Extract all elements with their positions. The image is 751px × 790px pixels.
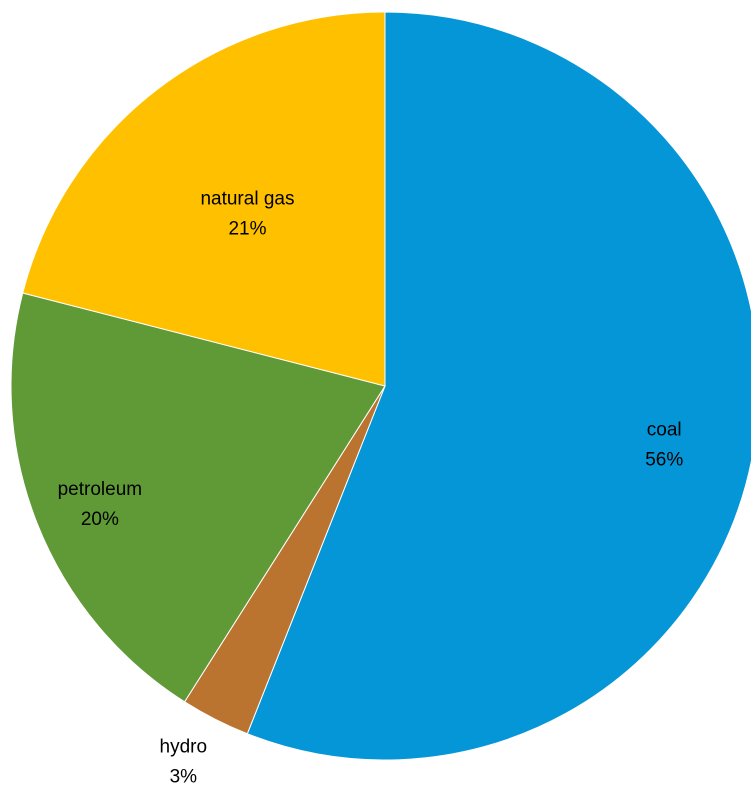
pie-slice-coal: [246, 11, 751, 761]
pie-label-hydro: hydro 3%: [160, 737, 208, 788]
pie-label-value: 20%: [81, 509, 119, 530]
pie-label-category: petroleum: [58, 479, 143, 500]
pie-label-category: hydro: [160, 737, 208, 758]
pie-label-value: 3%: [170, 767, 198, 788]
pie-label-petroleum: petroleum 20%: [58, 479, 143, 530]
pie-label-natural-gas: natural gas 21%: [200, 189, 294, 240]
pie-label-coal: coal 56%: [645, 419, 683, 470]
pie-label-category: coal: [647, 419, 682, 440]
pie-label-value: 21%: [228, 219, 266, 240]
pie-label-value: 56%: [645, 449, 683, 470]
pie-labels: coal 56% hydro 3% petroleum 20% natural gas 21%: [58, 189, 684, 788]
pie-slice-petroleum: [10, 292, 386, 703]
pie-label-category: natural gas: [200, 189, 294, 210]
pie-slice-natural-gas: [22, 11, 386, 387]
pie-slices: [10, 11, 751, 761]
